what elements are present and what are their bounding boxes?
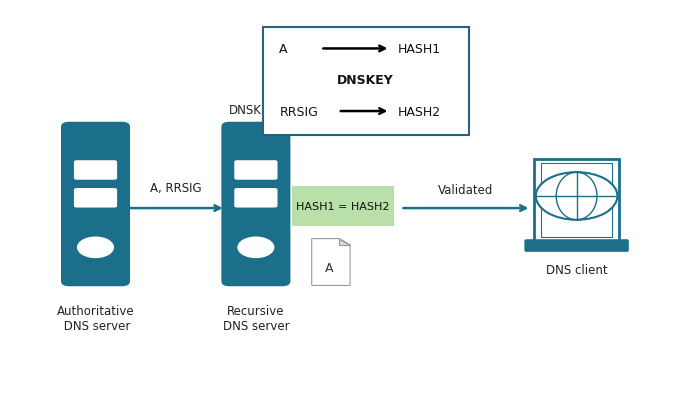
- Polygon shape: [312, 239, 350, 286]
- Text: Recursive
DNS server: Recursive DNS server: [223, 304, 289, 332]
- Text: DNSKEY: DNSKEY: [337, 74, 394, 87]
- Text: DNS client: DNS client: [546, 263, 608, 276]
- FancyBboxPatch shape: [234, 161, 277, 180]
- FancyBboxPatch shape: [74, 161, 117, 180]
- FancyBboxPatch shape: [74, 189, 117, 208]
- FancyBboxPatch shape: [61, 122, 130, 287]
- Circle shape: [237, 237, 274, 258]
- Text: Validated: Validated: [438, 183, 493, 196]
- FancyBboxPatch shape: [234, 189, 277, 208]
- Polygon shape: [340, 239, 350, 245]
- FancyBboxPatch shape: [541, 164, 612, 237]
- Text: DNSKEY: DNSKEY: [229, 104, 276, 117]
- Text: A: A: [279, 43, 288, 56]
- FancyBboxPatch shape: [524, 240, 629, 252]
- Text: HASH2: HASH2: [398, 105, 440, 118]
- Circle shape: [77, 237, 114, 258]
- Text: A, RRSIG: A, RRSIG: [150, 181, 202, 194]
- Text: A: A: [325, 261, 333, 274]
- FancyBboxPatch shape: [534, 160, 619, 241]
- FancyBboxPatch shape: [221, 122, 290, 287]
- FancyBboxPatch shape: [262, 28, 468, 135]
- Text: HASH1 = HASH2: HASH1 = HASH2: [296, 202, 390, 211]
- Text: HASH1: HASH1: [398, 43, 440, 56]
- Text: Authoritative
 DNS server: Authoritative DNS server: [57, 304, 134, 332]
- FancyBboxPatch shape: [293, 186, 393, 227]
- Text: RRSIG: RRSIG: [279, 105, 318, 118]
- Circle shape: [536, 173, 617, 220]
